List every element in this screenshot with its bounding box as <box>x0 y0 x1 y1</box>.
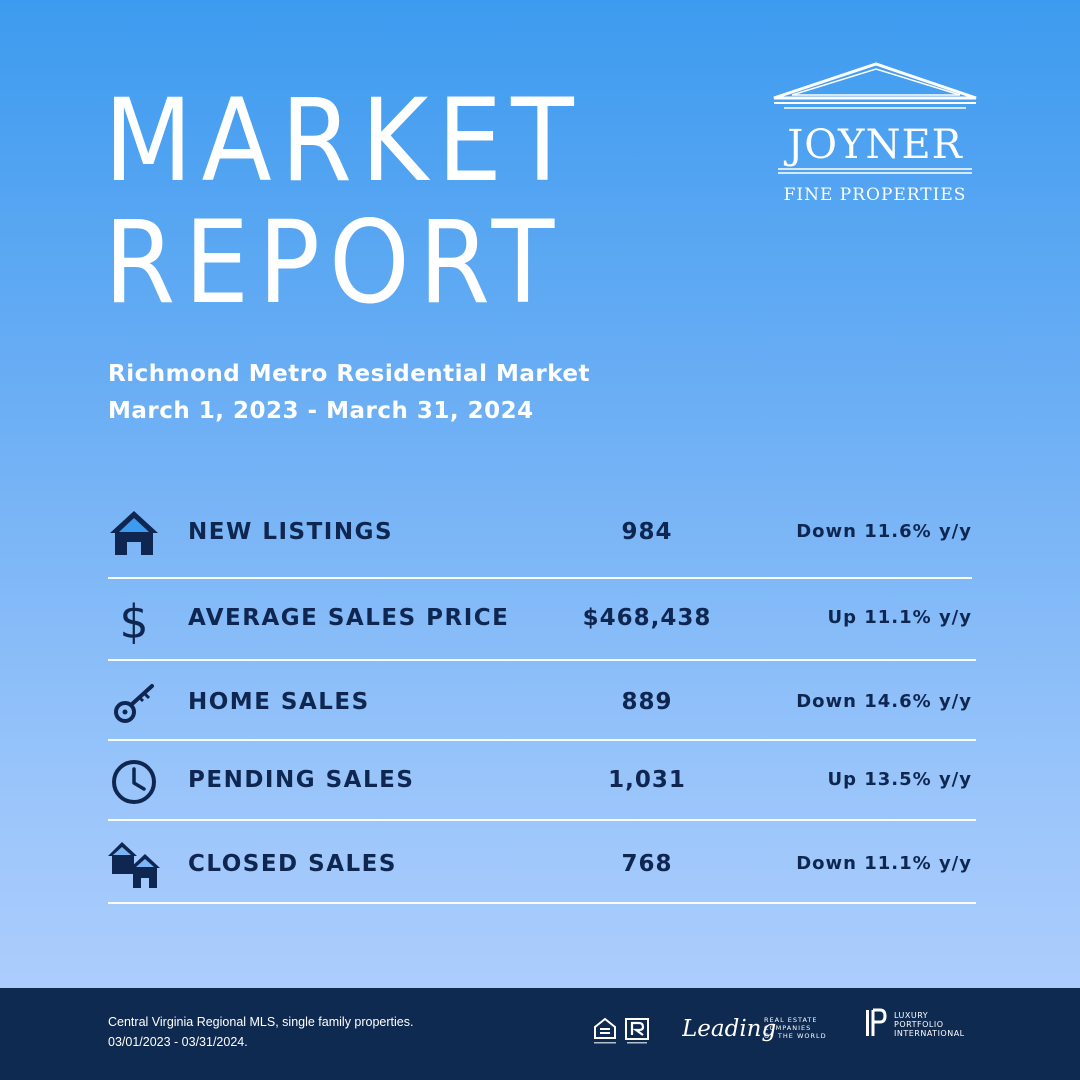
joyner-logo: JOYNER FINE PROPERTIES <box>773 62 977 205</box>
svg-text:OF THE WORLD: OF THE WORLD <box>764 1032 827 1040</box>
stat-value: 889 <box>621 689 673 715</box>
source-date-range: 03/01/2023 - 03/31/2024. <box>108 1035 248 1049</box>
svg-text:COMPANIES: COMPANIES <box>764 1024 811 1032</box>
row-divider <box>108 577 972 579</box>
stat-value: 1,031 <box>608 767 686 793</box>
clock-icon <box>112 760 156 804</box>
page-title: MARKET REPORT <box>104 80 583 324</box>
stat-label: NEW LISTINGS <box>188 519 394 545</box>
title-line-report: REPORT <box>104 196 564 329</box>
svg-text:FINE PROPERTIES: FINE PROPERTIES <box>784 185 967 205</box>
stat-label: PENDING SALES <box>188 767 415 793</box>
dollar-icon: $ <box>119 595 148 644</box>
footer-bar: Central Virginia Regional MLS, single fa… <box>0 988 1080 1080</box>
stat-change: Down 14.6% y/y <box>796 691 972 712</box>
stat-label: HOME SALES <box>188 689 370 715</box>
svg-text:INTERNATIONAL: INTERNATIONAL <box>894 1029 965 1038</box>
market-name: Richmond Metro Residential Market <box>108 361 590 387</box>
svg-text:Leading: Leading <box>682 1016 776 1042</box>
stat-row-closed-sales: CLOSED SALES 768 Down 11.1% y/y <box>108 834 976 894</box>
stat-label: CLOSED SALES <box>188 851 397 877</box>
report-date-range: March 1, 2023 - March 31, 2024 <box>108 398 534 424</box>
stat-change: Up 11.1% y/y <box>827 607 972 628</box>
stat-label: AVERAGE SALES PRICE <box>188 605 510 631</box>
stat-value: 984 <box>621 519 673 545</box>
svg-text:JOYNER: JOYNER <box>783 122 963 168</box>
svg-text:LUXURY: LUXURY <box>894 1011 928 1020</box>
luxury-portfolio-logo: LUXURY PORTFOLIO INTERNATIONAL <box>866 1008 965 1038</box>
stat-change: Down 11.1% y/y <box>796 853 972 874</box>
stat-change: Up 13.5% y/y <box>827 769 972 790</box>
svg-text:REAL ESTATE: REAL ESTATE <box>764 1016 817 1024</box>
stat-value: 768 <box>621 851 673 877</box>
stat-row-pending-sales: PENDING SALES 1,031 Up 13.5% y/y <box>108 750 976 810</box>
key-icon <box>114 684 154 723</box>
report-subtitle: Richmond Metro Residential Market March … <box>108 356 590 430</box>
svg-text:$: $ <box>119 595 148 644</box>
row-divider <box>108 819 976 821</box>
two-houses-icon <box>108 842 160 888</box>
stat-change: Down 11.6% y/y <box>796 521 972 542</box>
row-divider <box>108 739 976 741</box>
stat-value: $468,438 <box>582 605 712 631</box>
equal-housing-realtor-icons <box>594 1017 649 1044</box>
stat-row-average-sales-price: $ AVERAGE SALES PRICE $468,438 Up 11.1% … <box>108 588 976 648</box>
svg-text:PORTFOLIO: PORTFOLIO <box>894 1020 944 1029</box>
source-line: Central Virginia Regional MLS, single fa… <box>108 1015 414 1029</box>
row-divider <box>108 659 976 661</box>
stat-row-new-listings: NEW LISTINGS 984 Down 11.6% y/y <box>108 502 976 562</box>
title-line-market: MARKET <box>104 74 583 207</box>
row-divider <box>108 902 976 904</box>
house-icon <box>110 511 158 555</box>
stat-row-home-sales: HOME SALES 889 Down 14.6% y/y <box>108 672 976 732</box>
data-source-note: Central Virginia Regional MLS, single fa… <box>108 1012 413 1052</box>
leading-real-estate-companies-logo: Leading REAL ESTATE COMPANIES OF THE WOR… <box>682 1016 827 1042</box>
